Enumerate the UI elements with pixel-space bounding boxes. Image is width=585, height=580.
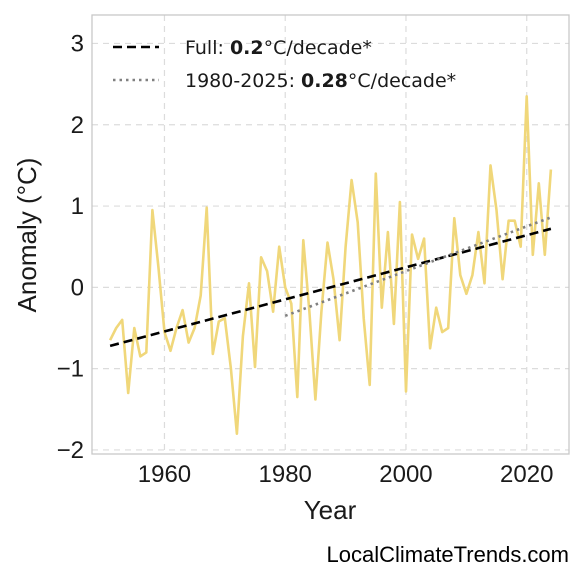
anomaly-series-line xyxy=(108,95,553,436)
x-tick-label: 2000 xyxy=(379,461,432,488)
x-axis-label: Year xyxy=(304,495,357,525)
y-axis-label: Anomaly (°C) xyxy=(12,158,42,313)
y-tick-label: 0 xyxy=(71,274,84,301)
x-tick-label: 2020 xyxy=(500,461,553,488)
x-tick-label: 1960 xyxy=(138,461,191,488)
plot-frame xyxy=(91,14,570,455)
legend: Full: 0.2°C/decade* 1980-2025: 0.28°C/de… xyxy=(113,37,456,92)
trendline-full xyxy=(109,227,552,348)
y-tick-label: −1 xyxy=(57,356,84,383)
y-tick-label: 2 xyxy=(71,112,84,139)
legend-label-recent: 1980-2025: 0.28°C/decade* xyxy=(185,70,456,92)
y-tick-label: −2 xyxy=(57,437,84,464)
y-tick-label: 3 xyxy=(71,30,84,57)
series-layer xyxy=(108,95,553,436)
trendline-recent xyxy=(284,216,552,318)
legend-label-full: Full: 0.2°C/decade* xyxy=(185,37,372,59)
y-tick-label: 1 xyxy=(71,193,84,220)
x-tick-label: 1980 xyxy=(259,461,312,488)
site-credit: LocalClimateTrends.com xyxy=(326,542,570,567)
tick-labels: 1960 1980 2000 2020 3 2 1 0 −1 −2 xyxy=(57,30,554,488)
